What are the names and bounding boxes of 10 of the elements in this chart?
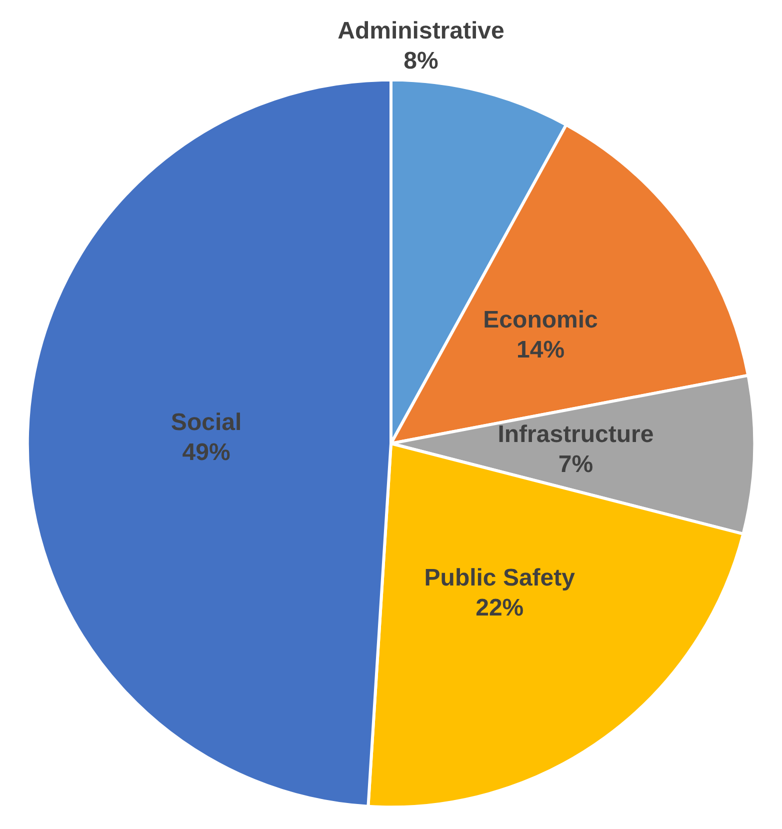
data-label: 8% bbox=[404, 47, 438, 74]
slice-label: Administrative bbox=[338, 17, 504, 44]
slice-label: Social bbox=[170, 409, 242, 436]
data-label: 14% bbox=[516, 336, 565, 364]
data-label: 22% bbox=[476, 594, 524, 622]
data-label: 49% bbox=[182, 439, 230, 466]
data-label: 7% bbox=[558, 450, 594, 478]
slice-label: Economic bbox=[483, 306, 598, 334]
slice-label: Infrastructure bbox=[498, 420, 654, 448]
slice-label: Public Safety bbox=[424, 564, 576, 592]
